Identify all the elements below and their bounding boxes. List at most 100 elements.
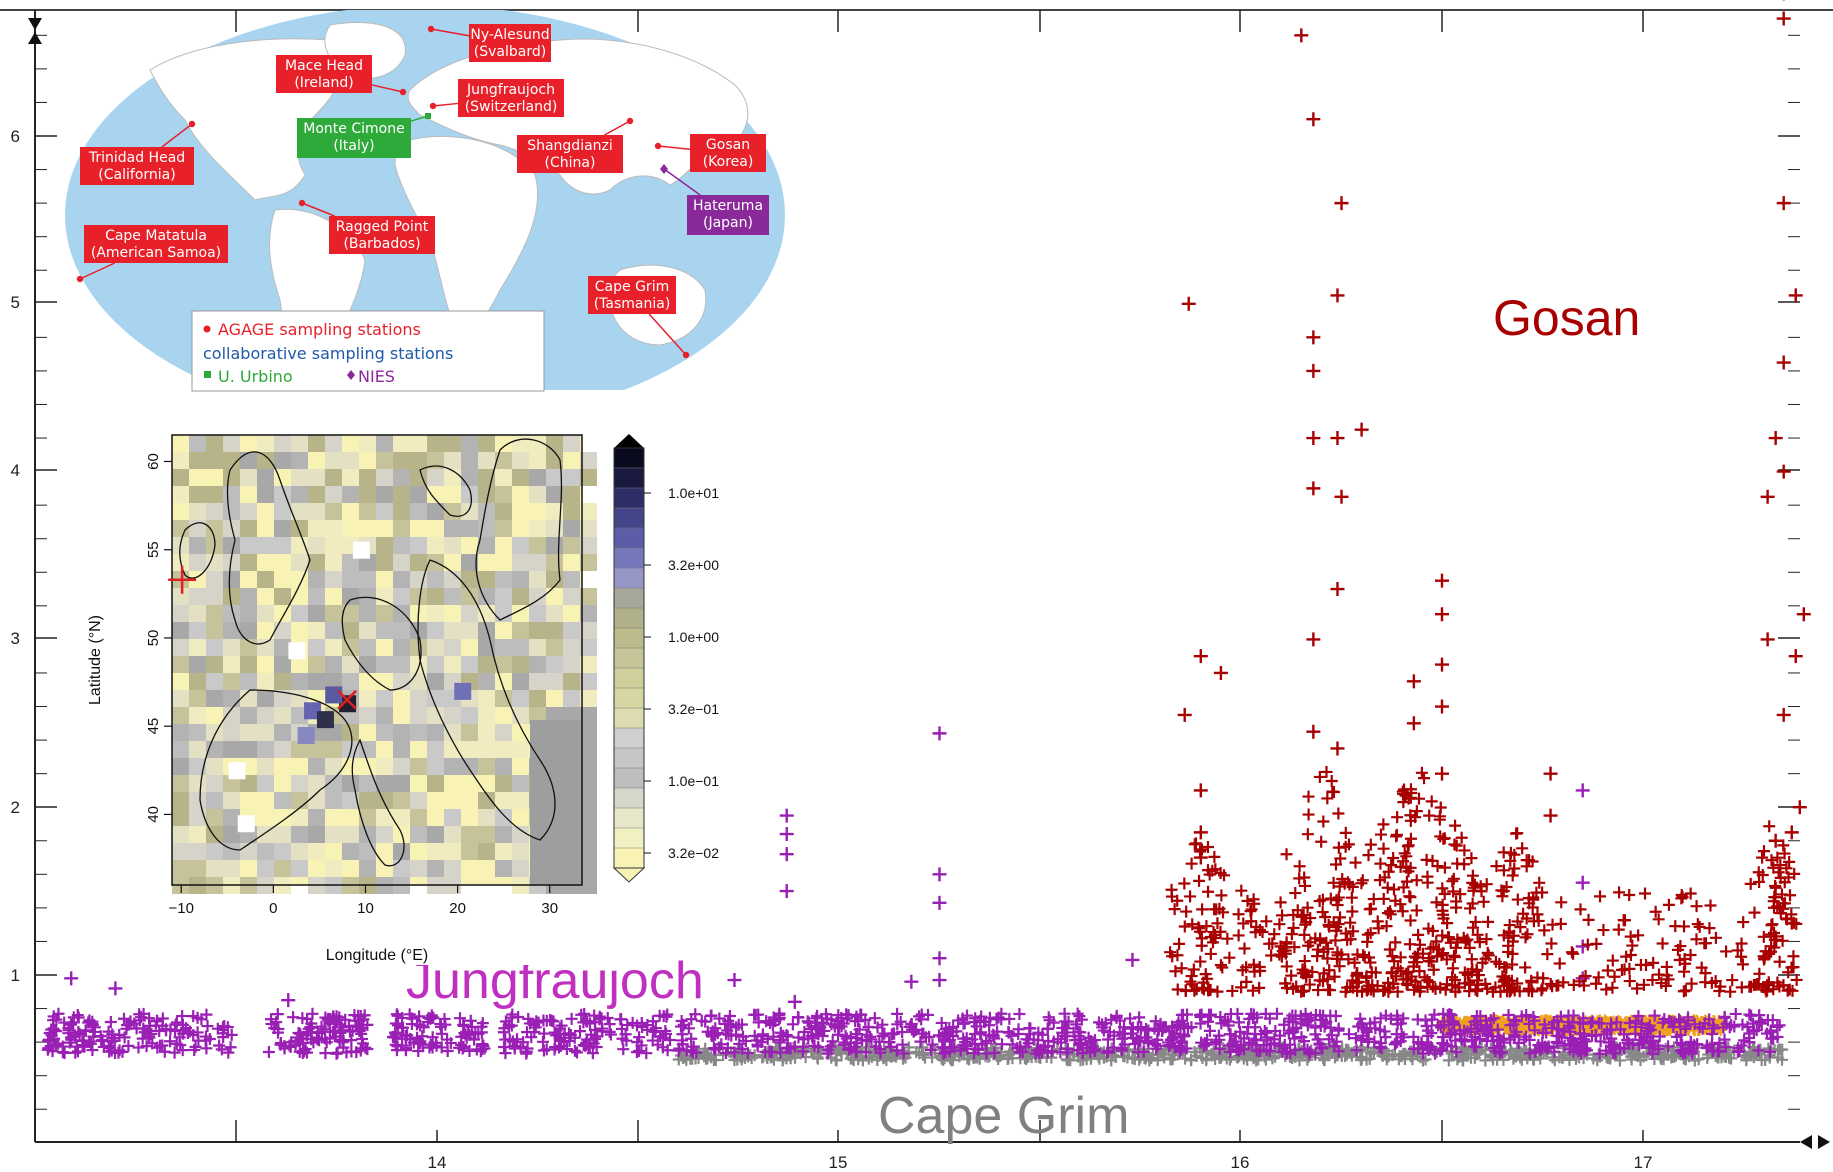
footprint-cell bbox=[223, 826, 240, 843]
data-point bbox=[1639, 887, 1652, 900]
data-point bbox=[1332, 807, 1345, 820]
data-point bbox=[1626, 939, 1639, 952]
data-point bbox=[1585, 1029, 1598, 1042]
data-point bbox=[1428, 1047, 1441, 1060]
footprint-cell bbox=[240, 554, 257, 571]
data-point bbox=[1209, 863, 1222, 876]
data-point bbox=[578, 1007, 591, 1020]
footprint-cell bbox=[393, 809, 410, 826]
station-marker bbox=[429, 102, 437, 110]
data-point bbox=[1644, 1023, 1657, 1036]
data-point bbox=[812, 1028, 825, 1041]
station-label-text: Gosan bbox=[706, 137, 750, 153]
data-point bbox=[1693, 1021, 1706, 1034]
data-point bbox=[856, 1054, 869, 1067]
resize-vertical-icon[interactable] bbox=[28, 18, 42, 44]
data-point bbox=[188, 1043, 201, 1056]
data-point bbox=[1550, 1035, 1563, 1048]
footprint-cell bbox=[478, 707, 495, 724]
data-point bbox=[1069, 1034, 1082, 1047]
data-point bbox=[913, 1010, 926, 1023]
data-point bbox=[1462, 1048, 1475, 1061]
data-point bbox=[1465, 953, 1478, 966]
footprint-cell bbox=[393, 656, 410, 673]
footprint-cell bbox=[512, 690, 529, 707]
footprint-cell bbox=[393, 639, 410, 656]
data-point bbox=[1648, 1009, 1661, 1022]
footprint-cell bbox=[172, 758, 189, 775]
data-point bbox=[1468, 1015, 1481, 1028]
data-point bbox=[1514, 921, 1527, 934]
footprint-cell bbox=[223, 792, 240, 809]
data-point bbox=[1497, 1053, 1510, 1066]
data-point bbox=[1088, 1034, 1101, 1047]
peak-point bbox=[1760, 632, 1775, 647]
station-label-text: (Ireland) bbox=[294, 75, 353, 91]
data-point bbox=[1166, 950, 1179, 963]
map-station: Ragged Point(Barbados) bbox=[298, 199, 435, 254]
peak-point bbox=[932, 973, 947, 988]
data-point bbox=[1410, 874, 1423, 887]
data-point bbox=[1377, 818, 1390, 831]
data-point bbox=[614, 1013, 627, 1026]
footprint-cell bbox=[308, 588, 325, 605]
peak-point bbox=[1760, 489, 1775, 504]
footprint-cell bbox=[512, 826, 529, 843]
footprint-cell bbox=[478, 792, 495, 809]
footprint-cell bbox=[240, 707, 257, 724]
data-point bbox=[1377, 892, 1390, 905]
footprint-cell bbox=[274, 673, 291, 690]
data-point bbox=[731, 1053, 744, 1066]
data-point bbox=[1116, 1027, 1129, 1040]
footprint-cell bbox=[342, 656, 359, 673]
data-point bbox=[1620, 950, 1633, 963]
footprint-cell bbox=[580, 503, 597, 520]
data-point bbox=[1211, 917, 1224, 930]
footprint-cell bbox=[427, 622, 444, 639]
data-point bbox=[1424, 942, 1437, 955]
footprint-cell bbox=[189, 775, 206, 792]
station-marker bbox=[626, 117, 634, 125]
data-point bbox=[1276, 1045, 1289, 1058]
peak-point bbox=[1177, 707, 1192, 722]
data-point bbox=[1260, 1039, 1273, 1052]
data-point bbox=[1522, 984, 1535, 997]
data-point bbox=[1086, 1040, 1099, 1053]
footprint-cell bbox=[393, 758, 410, 775]
footprint-cell bbox=[342, 622, 359, 639]
footprint-cell bbox=[223, 486, 240, 503]
footprint-cell bbox=[478, 571, 495, 588]
data-point bbox=[1435, 949, 1448, 962]
data-point bbox=[1244, 905, 1257, 918]
data-point bbox=[1285, 969, 1298, 982]
data-point bbox=[1464, 1025, 1477, 1038]
data-point bbox=[1421, 1039, 1434, 1052]
data-point bbox=[1520, 1030, 1533, 1043]
data-point bbox=[968, 1028, 981, 1041]
data-point bbox=[782, 1041, 795, 1054]
footprint-cell bbox=[444, 809, 461, 826]
peak-point bbox=[1776, 464, 1791, 479]
data-point bbox=[1148, 1022, 1161, 1035]
station-label-box bbox=[329, 216, 435, 254]
resize-horizontal-icon[interactable] bbox=[1800, 1135, 1830, 1149]
footprint-cell bbox=[240, 605, 257, 622]
data-point bbox=[512, 1011, 525, 1023]
footprint-cell bbox=[359, 486, 376, 503]
data-point bbox=[916, 1041, 929, 1054]
footprint-cell bbox=[206, 520, 223, 537]
data-point bbox=[191, 1011, 204, 1024]
data-point bbox=[86, 1044, 99, 1057]
footprint-cell bbox=[580, 639, 597, 656]
data-point bbox=[1436, 882, 1449, 895]
data-point bbox=[1509, 1049, 1522, 1062]
footprint-cell bbox=[189, 537, 206, 554]
footprint-cell bbox=[342, 588, 359, 605]
data-point bbox=[1473, 936, 1486, 949]
peak-point bbox=[1406, 716, 1421, 731]
station-label-text: (Japan) bbox=[703, 215, 753, 231]
data-point bbox=[1235, 884, 1248, 897]
footprint-cell bbox=[427, 639, 444, 656]
data-point bbox=[1211, 985, 1224, 998]
footprint-cell bbox=[325, 520, 342, 537]
